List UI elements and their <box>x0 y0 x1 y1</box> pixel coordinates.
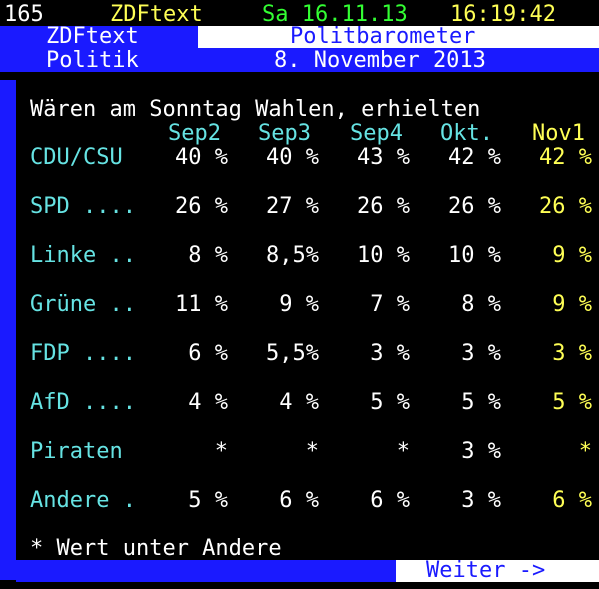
poll-value: 26 % <box>448 194 501 219</box>
banner-title: Politbarometer <box>290 24 476 49</box>
intro-text: Wären am Sonntag Wahlen, erhielten <box>30 97 481 122</box>
left-border <box>0 80 16 580</box>
header-date: Sa 16.11.13 <box>262 2 408 27</box>
poll-value: 6 % <box>370 488 410 513</box>
party-label: Andere . <box>30 488 136 513</box>
footer-bar <box>16 560 396 582</box>
poll-value: 8,5% <box>266 243 319 268</box>
poll-value: 26 % <box>175 194 228 219</box>
party-label: Grüne .. <box>30 292 136 317</box>
col-header: Sep3 <box>258 121 311 146</box>
poll-value: 5 % <box>188 488 228 513</box>
col-header: Okt. <box>440 121 493 146</box>
poll-value: 26 % <box>539 194 592 219</box>
poll-value: 9 % <box>552 243 592 268</box>
party-label: CDU/CSU <box>30 145 123 170</box>
next-page-box[interactable] <box>396 560 599 582</box>
party-label: FDP .... <box>30 341 136 366</box>
banner-section: Politik <box>46 48 139 73</box>
poll-value: 40 % <box>175 145 228 170</box>
page-number: 165 <box>4 2 44 27</box>
header-time: 16:19:42 <box>450 2 556 27</box>
banner-channel: ZDFtext <box>46 24 139 49</box>
poll-value: 27 % <box>266 194 319 219</box>
poll-value: 42 % <box>539 145 592 170</box>
party-label: Piraten <box>30 439 123 464</box>
poll-value: 26 % <box>357 194 410 219</box>
poll-value: 9 % <box>552 292 592 317</box>
col-header: Sep4 <box>350 121 403 146</box>
poll-value: * <box>214 439 228 464</box>
party-label: Linke .. <box>30 243 136 268</box>
poll-value: * <box>305 439 319 464</box>
poll-value: 10 % <box>357 243 410 268</box>
service-name: ZDFtext <box>110 2 203 27</box>
poll-value: 43 % <box>357 145 410 170</box>
poll-value: 3 % <box>461 341 501 366</box>
poll-value: 6 % <box>279 488 319 513</box>
poll-value: 42 % <box>448 145 501 170</box>
footnote: * Wert unter Andere <box>30 536 282 561</box>
poll-value: * <box>578 439 592 464</box>
poll-value: 9 % <box>279 292 319 317</box>
banner-subtitle: 8. November 2013 <box>274 48 486 73</box>
poll-value: 5 % <box>370 390 410 415</box>
party-label: SPD .... <box>30 194 136 219</box>
poll-value: 6 % <box>552 488 592 513</box>
poll-value: 5 % <box>552 390 592 415</box>
poll-value: 6 % <box>188 341 228 366</box>
poll-value: 5,5% <box>266 341 319 366</box>
poll-value: 7 % <box>370 292 410 317</box>
poll-value: 11 % <box>175 292 228 317</box>
poll-value: 3 % <box>461 488 501 513</box>
poll-value: 8 % <box>188 243 228 268</box>
poll-value: * <box>396 439 410 464</box>
poll-value: 3 % <box>461 439 501 464</box>
poll-value: 3 % <box>552 341 592 366</box>
poll-value: 40 % <box>266 145 319 170</box>
poll-value: 10 % <box>448 243 501 268</box>
poll-value: 4 % <box>188 390 228 415</box>
poll-value: 5 % <box>461 390 501 415</box>
col-header: Nov1 <box>532 121 585 146</box>
poll-value: 3 % <box>370 341 410 366</box>
banner-title-box <box>198 26 599 48</box>
poll-value: 4 % <box>279 390 319 415</box>
col-header: Sep2 <box>168 121 221 146</box>
poll-value: 8 % <box>461 292 501 317</box>
party-label: AfD .... <box>30 390 136 415</box>
next-page-link[interactable]: Weiter -> <box>426 558 546 583</box>
